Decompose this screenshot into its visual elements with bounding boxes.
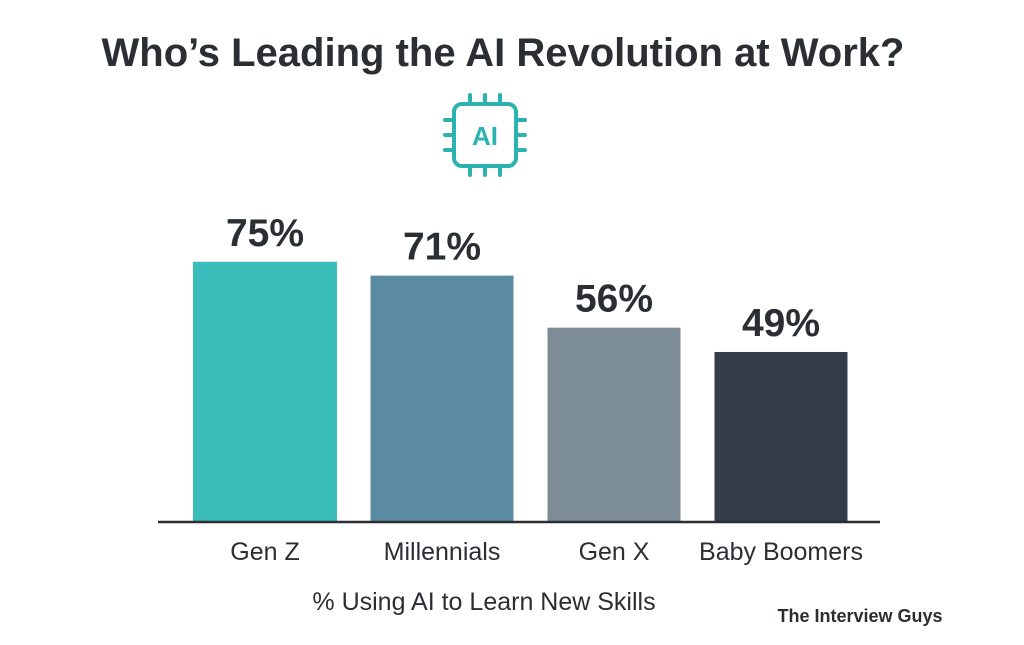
ai-chip-icon: AI	[443, 93, 527, 177]
category-label: Gen Z	[230, 538, 299, 566]
category-label: Gen X	[579, 538, 650, 566]
bar-gen-z	[193, 261, 337, 522]
chart-title: Who’s Leading the AI Revolution at Work?	[102, 31, 905, 75]
credit-text: The Interview Guys	[777, 606, 942, 626]
category-labels: Gen Z Millennials Gen X Baby Boomers	[230, 538, 863, 566]
value-label: 71%	[403, 226, 481, 269]
category-label: Millennials	[384, 538, 501, 566]
value-label: 49%	[742, 302, 820, 345]
ai-icon-text: AI	[472, 121, 498, 151]
bar-gen-x	[547, 327, 681, 522]
value-label: 75%	[226, 212, 304, 255]
bar-millennials	[370, 275, 514, 522]
x-axis-title: % Using AI to Learn New Skills	[312, 588, 655, 616]
category-label: Baby Boomers	[699, 538, 863, 566]
bar-baby-boomers	[714, 351, 848, 522]
bars	[193, 261, 848, 522]
value-labels: 75% 71% 56% 49%	[226, 212, 820, 345]
value-label: 56%	[575, 278, 653, 321]
